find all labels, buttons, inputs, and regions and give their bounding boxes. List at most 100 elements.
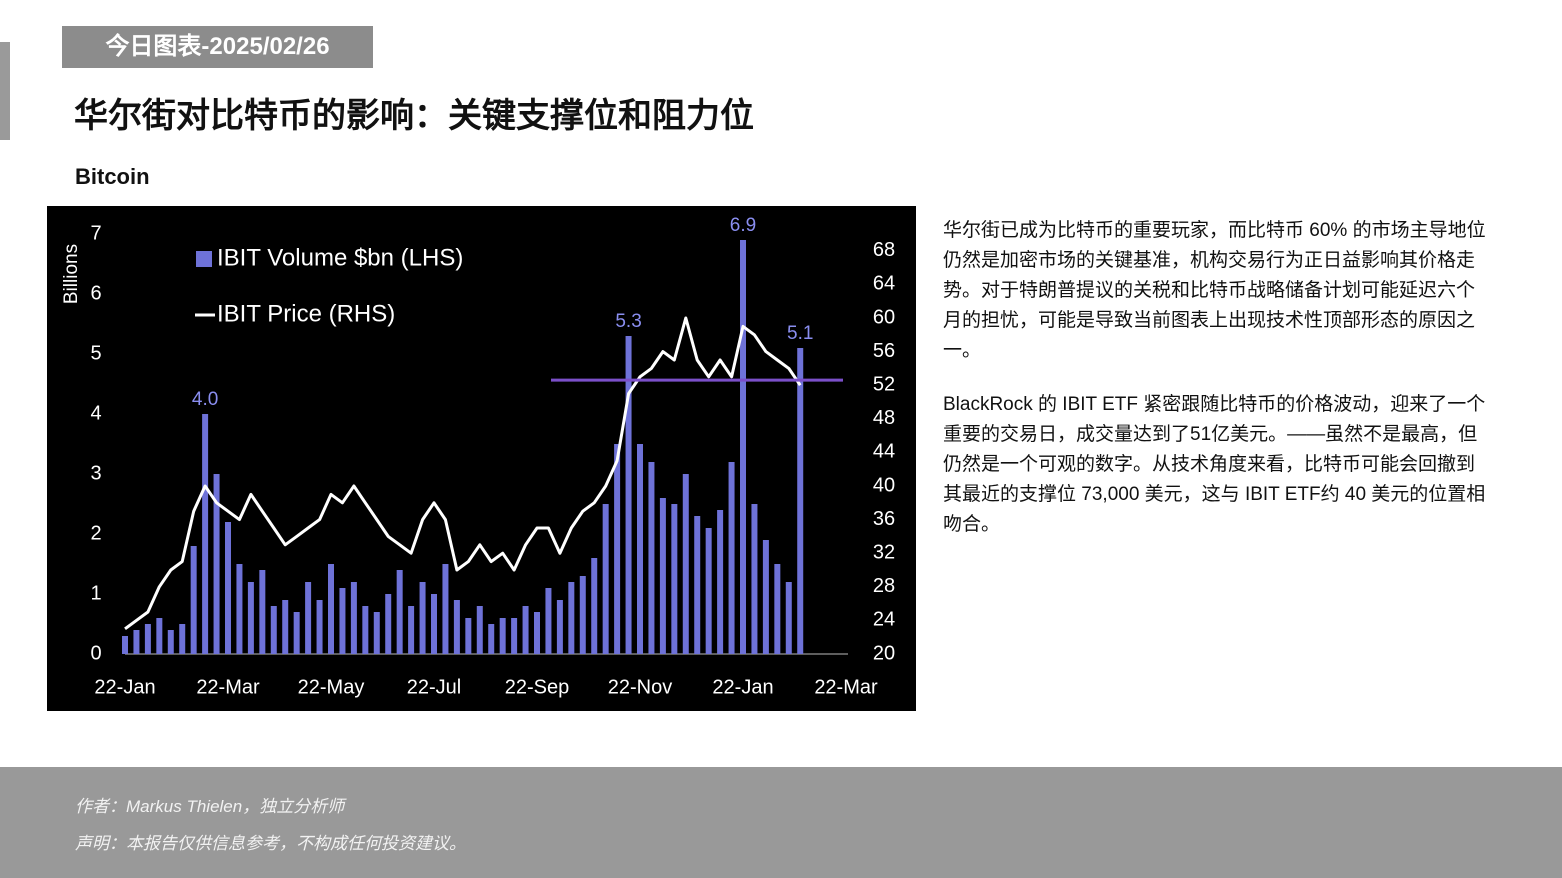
bar bbox=[556, 600, 563, 654]
bar bbox=[225, 522, 231, 654]
y2-tick-label: 40 bbox=[873, 474, 895, 496]
bar bbox=[591, 558, 598, 654]
data-label: 5.3 bbox=[615, 311, 641, 332]
bar bbox=[774, 564, 781, 654]
y2-tick-label: 52 bbox=[873, 373, 895, 395]
bar bbox=[408, 606, 415, 654]
bar bbox=[682, 474, 689, 654]
y-tick-label: 4 bbox=[90, 402, 101, 424]
y2-tick-label: 32 bbox=[873, 541, 895, 563]
bar bbox=[293, 612, 300, 654]
bar bbox=[728, 462, 735, 654]
x-tick-label: 22-Jan bbox=[94, 676, 155, 698]
bar bbox=[511, 618, 518, 654]
bar bbox=[785, 582, 792, 654]
y-tick-label: 3 bbox=[90, 462, 101, 484]
y2-tick-label: 64 bbox=[873, 273, 895, 295]
bar bbox=[453, 600, 460, 654]
bar bbox=[499, 618, 506, 654]
bar bbox=[602, 504, 609, 654]
disclaimer: 声明：本报告仅供信息参考，不构成任何投资建议。 bbox=[75, 834, 466, 853]
bar bbox=[534, 612, 540, 654]
bar bbox=[419, 582, 426, 654]
paragraph: 华尔街已成为比特币的重要玩家，而比特币 60% 的市场主导地位仍然是加密市场的关… bbox=[943, 220, 1486, 361]
data-label: 5.1 bbox=[787, 323, 813, 344]
bar bbox=[270, 606, 277, 654]
bar bbox=[328, 564, 334, 654]
bar bbox=[202, 414, 209, 654]
x-tick-label: 22-Mar bbox=[196, 676, 260, 698]
sidebar bbox=[0, 42, 10, 140]
y-tick-label: 6 bbox=[90, 282, 101, 304]
y2-tick-label: 56 bbox=[873, 340, 895, 362]
x-tick-label: 22-Sep bbox=[505, 676, 570, 698]
y-tick-label: 5 bbox=[90, 342, 101, 364]
x-tick-label: 22-Jan bbox=[712, 676, 773, 698]
chart: 0123456720242832364044485256606468Billio… bbox=[61, 215, 895, 698]
bar bbox=[305, 582, 312, 654]
bar bbox=[579, 576, 586, 654]
bar bbox=[247, 582, 254, 654]
y2-tick-label: 24 bbox=[873, 609, 895, 631]
bar bbox=[350, 582, 357, 654]
x-tick-label: 22-Nov bbox=[608, 676, 672, 698]
paragraph: BlackRock 的 IBIT ETF 紧密跟随比特币的价格波动，迎来了一个重… bbox=[943, 394, 1486, 535]
bar bbox=[385, 594, 392, 654]
title: 华尔街对比特币的影响：关键支撑位和阻力位 bbox=[74, 97, 754, 135]
y2-tick-label: 44 bbox=[873, 441, 895, 463]
y-tick-label: 7 bbox=[90, 222, 101, 244]
y-axis-label: Billions bbox=[61, 244, 82, 304]
y2-tick-label: 28 bbox=[873, 575, 895, 597]
y2-tick-label: 48 bbox=[873, 407, 895, 429]
bar bbox=[637, 444, 643, 654]
bar bbox=[671, 504, 678, 654]
bar bbox=[133, 630, 140, 654]
bar bbox=[122, 636, 128, 654]
bar bbox=[568, 582, 575, 654]
bar bbox=[545, 588, 552, 654]
bar bbox=[476, 606, 483, 654]
bar bbox=[488, 624, 495, 654]
bar bbox=[190, 546, 197, 654]
data-label: 4.0 bbox=[192, 389, 218, 410]
bar bbox=[614, 444, 621, 654]
bar bbox=[717, 510, 724, 654]
chart-box: 0 1 2 3 4 5 6 7 20 24 28 32 36 40 44 48 52 56 60 64 68 Billio… bbox=[47, 206, 916, 711]
bar bbox=[522, 606, 529, 654]
y-tick-label: 2 bbox=[90, 522, 101, 544]
y-tick-label: 0 bbox=[90, 642, 101, 664]
footer: 作者：Markus Thielen，独立分析师 声明：本报告仅供信息参考，不构成… bbox=[0, 767, 1562, 878]
x-tick-label: 22-Jul bbox=[407, 676, 461, 698]
legend-swatch bbox=[196, 251, 212, 267]
bar bbox=[659, 498, 666, 654]
bar bbox=[144, 624, 151, 654]
bar bbox=[156, 618, 163, 654]
price-line bbox=[124, 316, 802, 631]
bar bbox=[167, 630, 174, 654]
legend-label: IBIT Volume $bn (LHS) bbox=[217, 244, 463, 271]
bar bbox=[179, 624, 186, 654]
date-tag: 今日图表-2025/02/26 bbox=[62, 26, 373, 68]
bar bbox=[442, 564, 449, 654]
bar bbox=[316, 600, 323, 654]
chart-title: Bitcoin bbox=[75, 164, 150, 189]
bar bbox=[373, 612, 380, 654]
bar bbox=[431, 594, 437, 654]
bar bbox=[762, 540, 769, 654]
bar bbox=[213, 474, 220, 654]
bar bbox=[339, 588, 346, 654]
body-text: 华尔街已成为比特币的重要玩家，而比特币 60% 的市场主导地位仍然是加密市场的关… bbox=[943, 216, 1488, 564]
y2-tick-label: 36 bbox=[873, 508, 895, 530]
y-tick-label: 1 bbox=[90, 582, 101, 604]
bar bbox=[751, 504, 758, 654]
bar bbox=[797, 348, 804, 654]
x-tick-label: 22-May bbox=[298, 676, 365, 698]
bar bbox=[648, 462, 655, 654]
bar bbox=[465, 618, 472, 654]
y2-tick-label: 68 bbox=[873, 239, 895, 261]
bar bbox=[694, 516, 701, 654]
y2-tick-label: 60 bbox=[873, 306, 895, 328]
bar bbox=[259, 570, 266, 654]
bar bbox=[396, 570, 403, 654]
